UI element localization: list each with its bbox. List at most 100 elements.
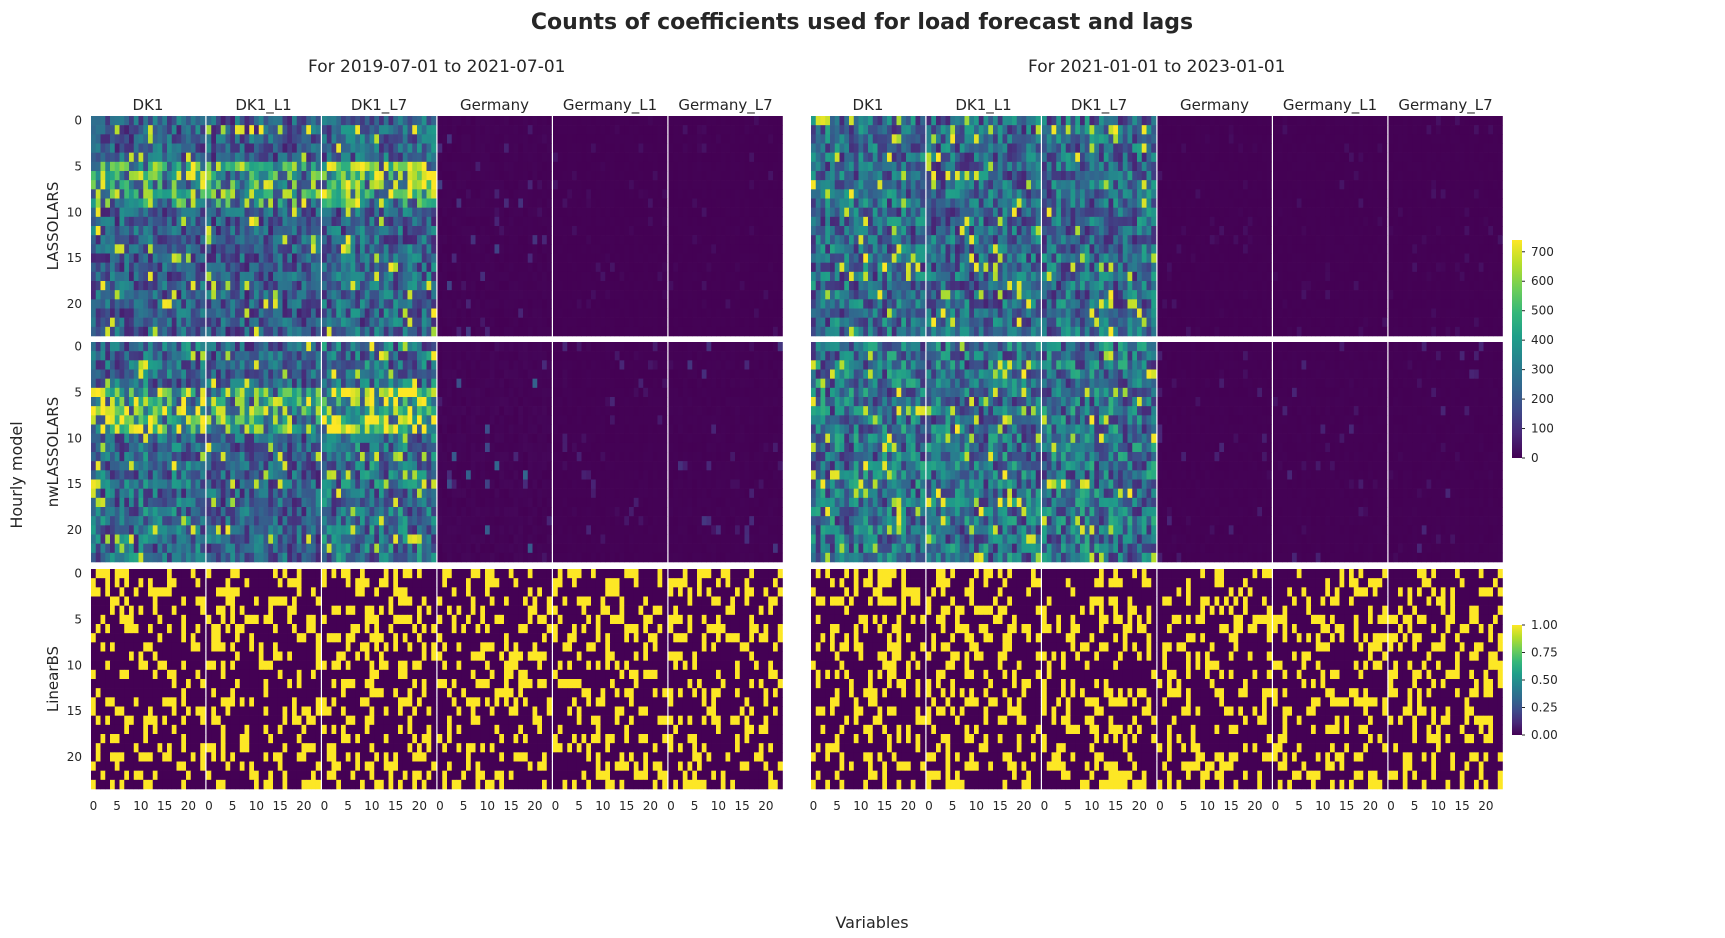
heatmap-cell [739,253,745,263]
heatmap-cell [969,180,975,190]
heatmap-cell [523,317,529,328]
heatmap-cell [360,308,366,318]
heatmap-cell [374,290,380,300]
heatmap-cell [619,290,625,300]
heatmap-cell [315,317,321,328]
heatmap-cell [345,180,351,190]
heatmap-cell [891,308,897,318]
heatmap-cell [235,271,241,282]
heatmap-cell [143,125,149,135]
heatmap-cell [95,308,101,318]
heatmap-cell [95,161,101,172]
heatmap-cell [225,244,231,254]
heatmap-cell [754,143,760,153]
heatmap-cell [504,125,510,135]
heatmap-cell [662,152,668,163]
heatmap-cell [143,317,149,328]
heatmap-cell [542,152,548,163]
heatmap-cell [513,262,519,273]
heatmap-cell [834,152,840,163]
heatmap-cell [239,271,245,282]
heatmap-cell [648,262,654,273]
heatmap-cell [148,189,154,199]
heatmap-cell [668,134,674,144]
heatmap-cell [648,152,654,163]
heatmap-cell [364,226,370,236]
heatmap-cell [964,171,970,181]
heatmap-cell [244,152,250,163]
heatmap-cell [825,235,831,245]
heatmap-cell [277,308,283,318]
heatmap-cell [701,216,707,227]
heatmap-cell [572,216,578,227]
heatmap-cell [523,152,529,163]
heatmap-cell [91,134,97,144]
heatmap-cell [834,244,840,254]
heatmap-cell [1021,290,1027,300]
heatmap-cell [758,326,764,337]
heatmap-cell [292,207,298,218]
heatmap-cell [470,317,476,328]
heatmap-cell [950,207,956,218]
heatmap-cell [200,290,206,300]
heatmap-cell [402,317,408,328]
heatmap-cell [138,189,144,199]
heatmap-cell [421,198,427,208]
heatmap-cell [657,143,663,153]
heatmap-cell [190,290,196,300]
heatmap-cell [1137,189,1143,199]
heatmap-cell [1070,116,1076,126]
heatmap-cell [426,281,432,291]
heatmap-cell [1094,253,1100,263]
heatmap-cell [844,290,850,300]
heatmap-cell [567,207,573,218]
heatmap-cell [513,198,519,208]
heatmap-cell [407,143,413,153]
heatmap-cell [553,125,559,135]
heatmap-cell [936,253,942,263]
heatmap-cell [456,125,462,135]
heatmap-cell [350,207,356,218]
heatmap-cell [1084,116,1090,126]
heatmap-cell [100,226,106,236]
heatmap-cell [1127,189,1133,199]
heatmap-cell [341,152,347,163]
heatmap-cell [701,308,707,318]
heatmap-cell [648,143,654,153]
heatmap-cell [176,290,182,300]
heatmap-cell [421,290,427,300]
heatmap-cell [195,244,201,254]
heatmap-cell [311,271,317,282]
heatmap-cell [447,290,453,300]
heatmap-cell [576,299,582,309]
heatmap-cell [638,180,644,190]
heatmap-cell [1035,134,1041,144]
heatmap-cell [412,189,418,199]
heatmap-cell [983,308,989,318]
heatmap-cell [682,271,688,282]
heatmap-cell [254,134,260,144]
heatmap-cell [773,290,779,300]
heatmap-cell [532,262,538,273]
heatmap-cell [834,299,840,309]
heatmap-cell [475,281,481,291]
heatmap-cell [739,116,745,126]
heatmap-cell [820,290,826,300]
heatmap-cell [706,262,712,273]
heatmap-cell [877,244,883,254]
heatmap-cell [129,207,135,218]
heatmap-cell [920,180,926,190]
heatmap-cell [350,308,356,318]
heatmap-cell [494,134,500,144]
heatmap-cell [364,198,370,208]
heatmap-cell [336,326,342,337]
heatmap-cell [619,253,625,263]
heatmap-cell [1007,216,1013,227]
heatmap-cell [974,171,980,181]
heatmap-cell [668,281,674,291]
heatmap-cell [292,198,298,208]
heatmap-cell [355,326,361,337]
heatmap-cell [1002,161,1008,172]
heatmap-cell [849,216,855,227]
heatmap-cell [711,189,717,199]
